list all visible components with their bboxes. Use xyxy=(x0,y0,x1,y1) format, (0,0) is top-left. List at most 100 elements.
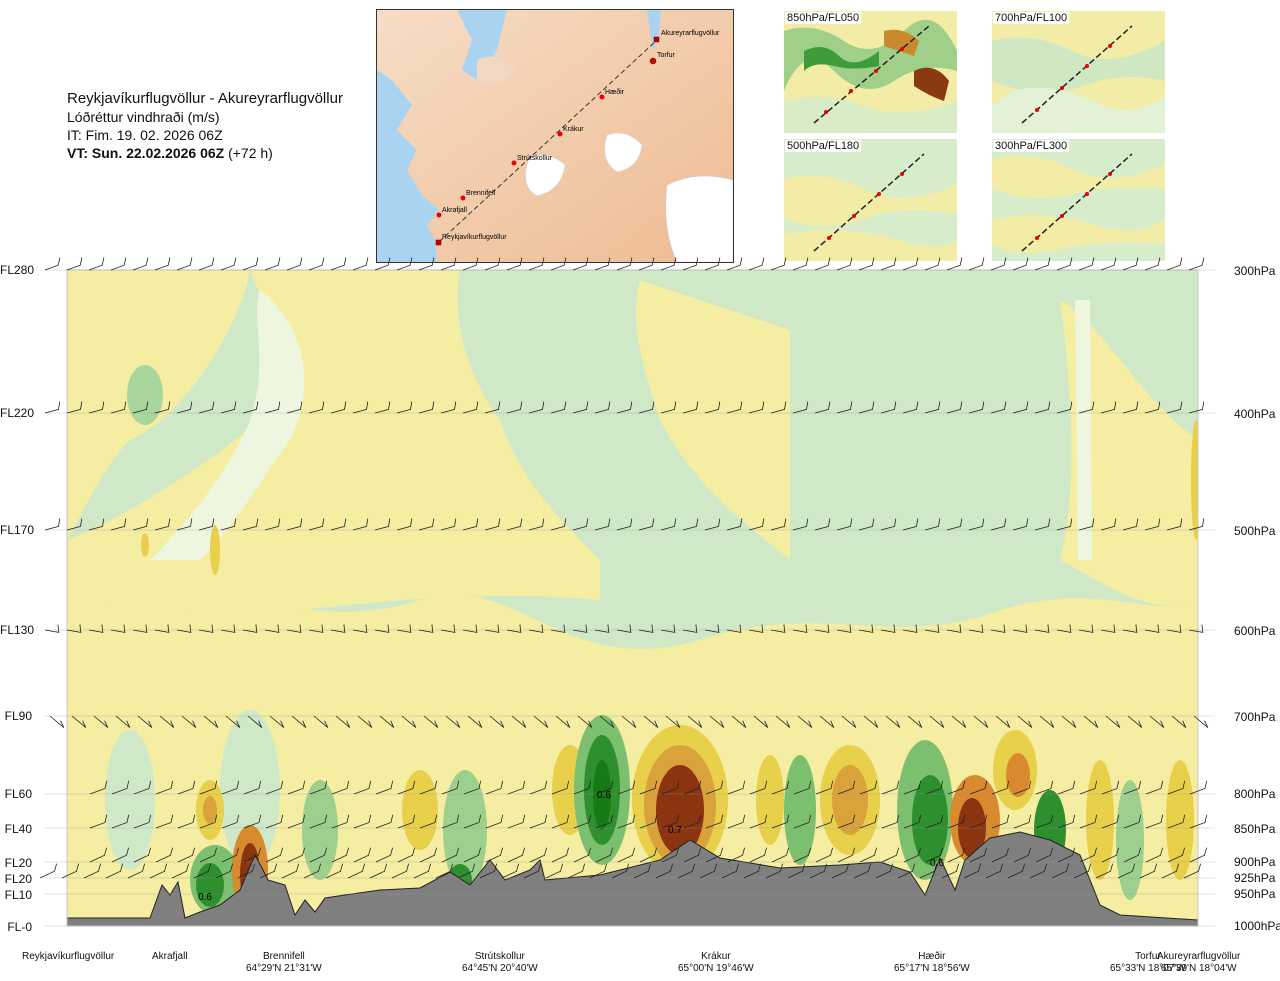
wind-barb-234 xyxy=(511,715,527,728)
wind-barb-356 xyxy=(947,814,966,829)
wind-barb-422 xyxy=(105,863,123,879)
wind-barb-253 xyxy=(929,715,945,728)
mini-map-300-label: 300hPa/FL300 xyxy=(993,140,1070,152)
wind-barb-116 xyxy=(242,518,259,531)
wind-barb-391 xyxy=(595,847,613,863)
wind-barb-180 xyxy=(484,624,500,633)
wind-barb-452 xyxy=(765,863,783,879)
wind-barb-435 xyxy=(391,863,409,879)
wind-barb-306 xyxy=(969,780,988,795)
wind-barb-461 xyxy=(963,863,981,879)
wind-barb-359 xyxy=(1013,814,1032,829)
wind-barb-250 xyxy=(863,715,879,728)
wind-barb-52 xyxy=(1166,257,1183,271)
wind-barb-76 xyxy=(528,401,545,414)
location-akureyri-name: Akureyrarflugvöllur xyxy=(1157,951,1241,962)
wind-barb-330 xyxy=(375,814,394,829)
wind-barb-341 xyxy=(617,814,636,829)
wind-barb-401 xyxy=(815,847,833,863)
wind-barb-221 xyxy=(225,715,241,728)
wind-barb-305 xyxy=(947,780,966,795)
wind-barb-342 xyxy=(639,814,658,829)
wind-barb-224 xyxy=(291,715,307,728)
wind-barb-307 xyxy=(991,780,1010,795)
location-brennifell: Brennifell 64°29'N 21°31'W xyxy=(246,951,322,975)
wind-barb-335 xyxy=(485,814,504,829)
wind-barb-408 xyxy=(969,847,987,863)
mini-map-500: 500hPa/FL180 xyxy=(784,139,957,261)
wind-barb-124 xyxy=(418,518,435,531)
wind-barb-259 xyxy=(1061,715,1077,728)
wind-barb-44 xyxy=(990,257,1007,271)
wind-barb-111 xyxy=(132,518,149,531)
wind-barb-143 xyxy=(836,518,853,531)
route-title: Reykjavíkurflugvöllur - Akureyrarflugvöl… xyxy=(67,90,343,107)
wind-barb-437 xyxy=(435,863,453,879)
hpa-label-9: 925hPa xyxy=(1234,871,1276,885)
wind-barb-315 xyxy=(1167,780,1186,795)
wind-barb-308 xyxy=(1013,780,1032,795)
wind-barb-113 xyxy=(176,518,193,531)
location-strutskollur: Strútskollur 64°45'N 20°40'W xyxy=(462,951,538,975)
wind-barb-455 xyxy=(831,863,849,879)
wind-barb-244 xyxy=(731,715,747,728)
wind-barb-20 xyxy=(462,257,479,271)
wind-barb-135 xyxy=(660,518,677,531)
wind-barb-277 xyxy=(331,780,350,795)
wind-barb-140 xyxy=(770,518,787,531)
wind-barb-389 xyxy=(551,847,569,863)
wind-barb-460 xyxy=(941,863,959,879)
wind-barb-58 xyxy=(132,401,149,414)
wind-barb-378 xyxy=(309,847,327,863)
wind-barb-321 xyxy=(177,814,196,829)
wind-barb-407 xyxy=(947,847,965,863)
mini-map-500-label: 500hPa/FL180 xyxy=(785,140,862,152)
wind-barb-424 xyxy=(149,863,167,879)
wind-barb-170 xyxy=(264,624,280,633)
wind-barb-462 xyxy=(985,863,1003,879)
wind-barb-351 xyxy=(837,814,856,829)
wind-barb-319 xyxy=(133,814,152,829)
wind-barb-322 xyxy=(199,814,218,829)
wind-barb-353 xyxy=(881,814,900,829)
wind-barb-122 xyxy=(374,518,391,531)
wind-barb-279 xyxy=(375,780,394,795)
map-label-krakur: Krákur xyxy=(563,126,584,133)
wind-barb-379 xyxy=(331,847,349,863)
wind-barb-448 xyxy=(677,863,695,879)
wind-barb-254 xyxy=(951,715,967,728)
wind-barb-150 xyxy=(990,518,1007,531)
wind-barb-139 xyxy=(748,518,765,531)
wind-barb-95 xyxy=(946,401,963,414)
wind-barb-357 xyxy=(969,814,988,829)
wind-barb-154 xyxy=(1078,518,1095,531)
wind-barb-171 xyxy=(286,624,302,633)
valid-time: VT: Sun. 22.02.2026 06Z (+72 h) xyxy=(67,144,343,162)
mini-map-850-graphic xyxy=(784,11,957,133)
wind-barb-375 xyxy=(243,847,261,863)
wind-barb-92 xyxy=(880,401,897,414)
map-label-haedir: Hæðir xyxy=(605,88,625,96)
wind-barb-290 xyxy=(617,780,636,795)
wind-barb-381 xyxy=(375,847,393,863)
wind-barb-4 xyxy=(110,257,127,271)
wind-barb-151 xyxy=(1012,518,1029,531)
wind-barb-255 xyxy=(973,715,989,728)
wind-barb-147 xyxy=(924,518,941,531)
map-label-brennifell: Brennifell xyxy=(466,190,496,197)
wind-barb-217 xyxy=(137,715,153,728)
mini-map-700-graphic xyxy=(992,11,1165,133)
wind-barb-83 xyxy=(682,401,699,414)
wind-barb-132 xyxy=(594,518,611,531)
wind-barb-457 xyxy=(875,863,893,879)
wind-barb-411 xyxy=(1035,847,1053,863)
wind-barb-49 xyxy=(1100,257,1117,271)
location-akrafjall-name: Akrafjall xyxy=(152,951,188,962)
wind-barb-16 xyxy=(374,257,391,271)
wind-barb-417 xyxy=(1167,847,1185,863)
wind-barb-440 xyxy=(501,863,519,879)
wind-barb-388 xyxy=(529,847,547,863)
wind-barb-400 xyxy=(793,847,811,863)
wind-barb-214 xyxy=(71,715,87,728)
wind-barb-409 xyxy=(991,847,1009,863)
